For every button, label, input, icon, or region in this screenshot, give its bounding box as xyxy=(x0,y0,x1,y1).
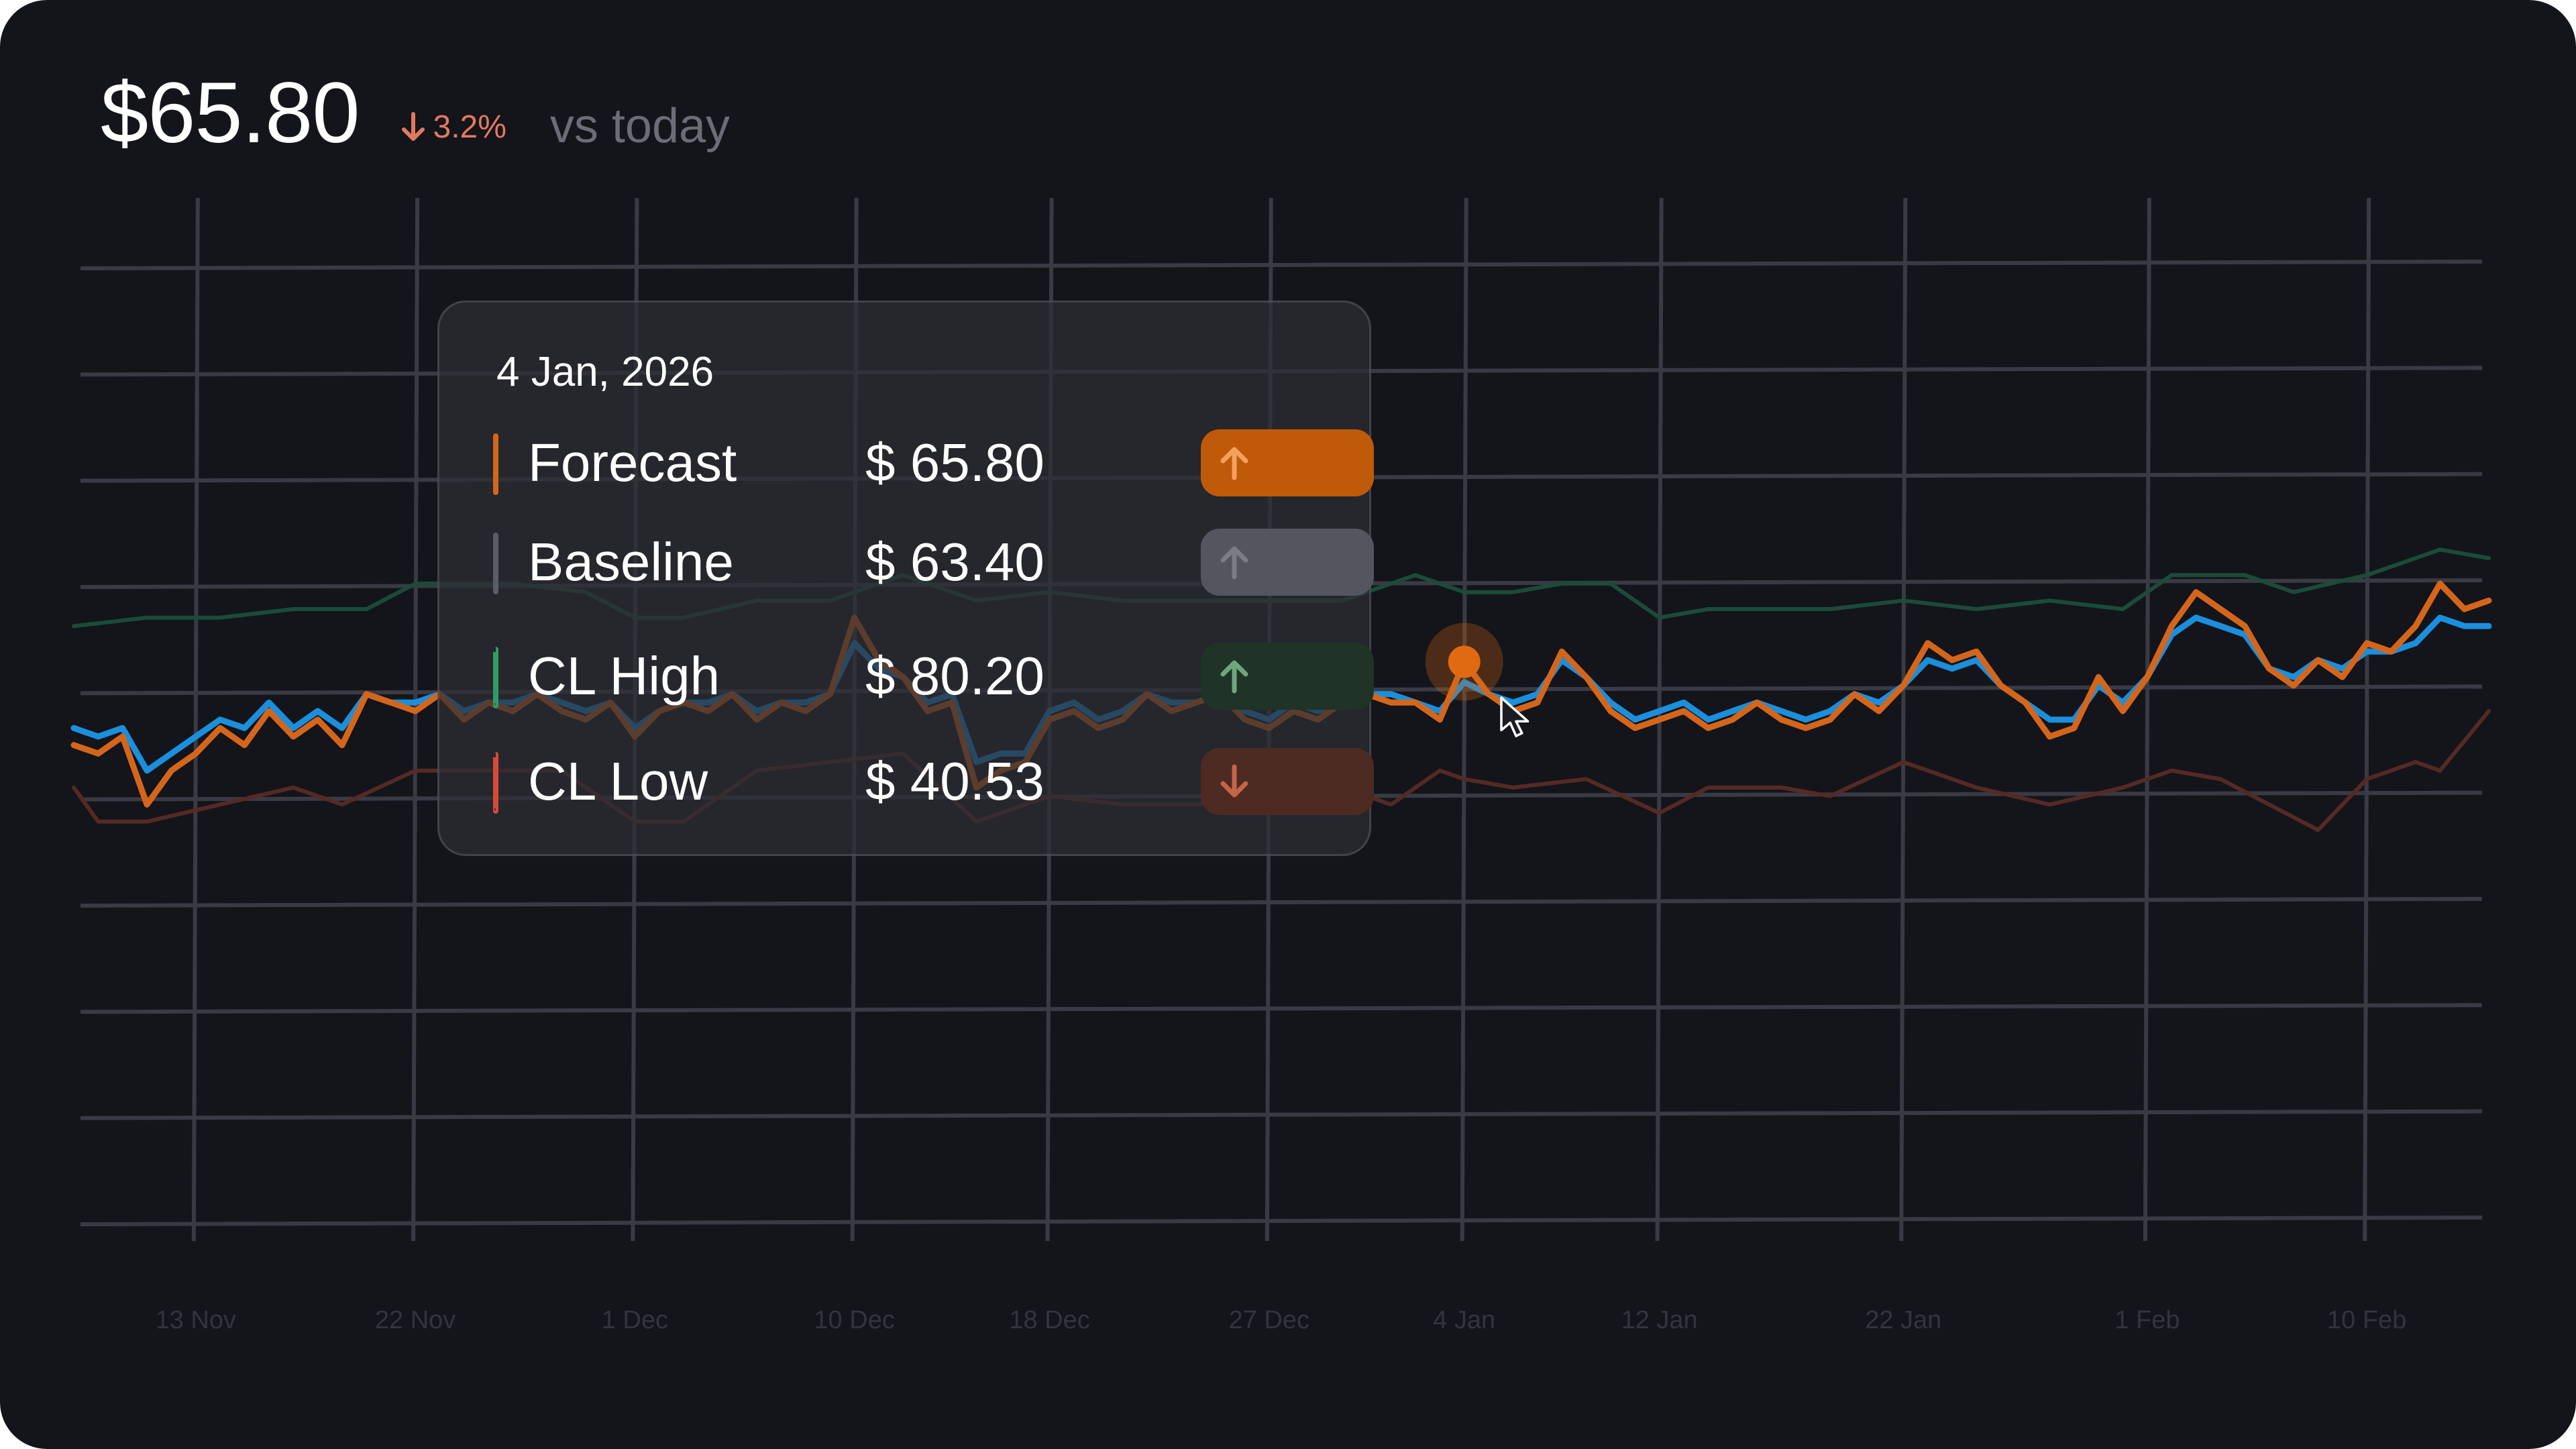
price-header: $65.80 3.2% vs today xyxy=(101,64,730,164)
tooltip-row-baseline: Baseline $ 63.40 xyxy=(493,526,1374,600)
horizontal-gridline xyxy=(80,1216,2483,1226)
trend-badge xyxy=(1201,429,1374,496)
tooltip-row-cl-low: CL Low $ 40.53 xyxy=(493,745,1374,819)
arrow-down-icon xyxy=(1220,764,1248,798)
horizontal-gridline xyxy=(80,260,2483,270)
x-tick-label: 22 Jan xyxy=(1865,1306,1941,1334)
comparison-label: vs today xyxy=(549,99,731,153)
trend-badge xyxy=(1201,748,1374,815)
x-tick-label: 1 Dec xyxy=(602,1306,668,1334)
tooltip-row-forecast: Forecast $ 65.80 xyxy=(493,427,1374,500)
series-name: Forecast xyxy=(528,433,737,492)
tooltip-row-cl-high: CL High $ 80.20 xyxy=(493,640,1374,714)
series-name: CL Low xyxy=(528,751,708,811)
change-percent: 3.2% xyxy=(433,109,506,145)
x-tick-label: 1 Feb xyxy=(2114,1306,2180,1334)
tooltip-date: 4 Jan, 2026 xyxy=(496,349,714,395)
x-tick-label: 10 Feb xyxy=(2327,1306,2406,1334)
x-tick-label: 27 Dec xyxy=(1229,1306,1309,1334)
series-value: $ 65.80 xyxy=(865,433,1044,492)
current-price: $65.80 xyxy=(101,65,360,161)
trend-badge xyxy=(1201,643,1374,710)
x-tick-label: 4 Jan xyxy=(1433,1306,1495,1334)
trend-badge xyxy=(1201,529,1374,596)
horizontal-gridline xyxy=(80,1109,2483,1120)
horizontal-gridline xyxy=(80,1003,2483,1014)
series-marker xyxy=(493,433,498,495)
x-tick-label: 18 Dec xyxy=(1009,1306,1089,1334)
price-change: 3.2% xyxy=(400,109,506,146)
mouse-cursor-icon xyxy=(1500,696,1529,737)
vertical-gridline xyxy=(411,197,420,1242)
vertical-gridline xyxy=(191,197,200,1242)
x-tick-label: 13 Nov xyxy=(156,1306,236,1334)
arrow-down-icon xyxy=(401,112,425,141)
vertical-gridline xyxy=(2363,197,2371,1242)
series-value: $ 40.53 xyxy=(865,751,1044,811)
horizontal-gridline xyxy=(80,897,2483,908)
series-marker xyxy=(493,752,498,814)
series-name: Baseline xyxy=(528,532,734,592)
x-axis-ticks: 13 Nov 22 Nov 1 Dec 10 Dec 18 Dec 27 Dec 4 Jan… xyxy=(156,1306,2407,1334)
series-marker xyxy=(493,647,498,708)
vertical-gridline xyxy=(1899,197,1908,1242)
highlight xyxy=(1425,623,1503,701)
arrow-up-icon xyxy=(1220,660,1248,694)
x-tick-label: 10 Dec xyxy=(814,1306,894,1334)
series-name: CL High xyxy=(528,646,720,706)
chart-tooltip: 4 Jan, 2026 Forecast $ 65.80 Baseline $ … xyxy=(437,301,1374,856)
series-value: $ 80.20 xyxy=(865,646,1044,706)
x-tick-label: 12 Jan xyxy=(1621,1306,1698,1334)
series-marker xyxy=(493,533,498,594)
x-tick-label: 22 Nov xyxy=(375,1306,455,1334)
vertical-gridline xyxy=(2143,197,2151,1242)
arrow-up-icon xyxy=(1220,447,1248,480)
highlight-point[interactable] xyxy=(1448,645,1481,678)
arrow-up-icon xyxy=(1220,546,1248,580)
series-value: $ 63.40 xyxy=(865,532,1044,592)
vertical-gridline xyxy=(1460,197,1468,1242)
